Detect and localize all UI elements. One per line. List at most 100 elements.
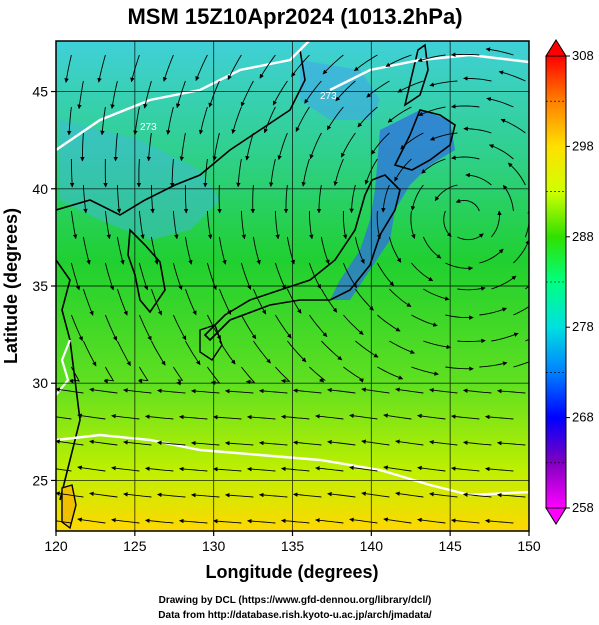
streamline	[274, 262, 286, 290]
coastline-korea	[127, 228, 166, 314]
colorbar-tick-label: 278	[572, 319, 594, 334]
streamline	[429, 80, 458, 87]
streamline	[89, 387, 118, 394]
streamline	[252, 288, 267, 315]
streamline	[89, 439, 118, 446]
streamline	[377, 262, 395, 287]
streamline	[327, 387, 356, 394]
streamline	[56, 468, 72, 472]
streamline	[227, 54, 242, 81]
streamline	[377, 366, 404, 380]
streamline	[157, 388, 186, 394]
streamline	[97, 54, 106, 83]
streamline	[82, 236, 91, 265]
streamline	[245, 132, 254, 161]
streamline	[207, 366, 221, 385]
streamline	[513, 239, 529, 264]
streamline	[179, 132, 186, 162]
x-tick-label: 140	[360, 538, 384, 554]
streamline	[455, 198, 480, 212]
streamline	[213, 466, 242, 472]
streamline	[357, 106, 378, 128]
x-tick-label: 125	[123, 538, 147, 554]
streamline	[301, 158, 310, 187]
streamline	[361, 439, 390, 446]
streamline	[103, 366, 115, 384]
colorbar-tick-label: 298	[572, 138, 594, 153]
streamline	[383, 465, 412, 472]
streamline	[389, 340, 415, 354]
streamline	[343, 366, 364, 383]
streamline	[150, 340, 166, 366]
streamline	[395, 439, 424, 446]
streamline	[241, 366, 256, 385]
streamline	[327, 491, 356, 498]
streamline	[104, 210, 111, 240]
streamline	[366, 80, 390, 98]
streamline	[70, 314, 83, 342]
streamline	[206, 262, 217, 291]
streamline	[451, 414, 480, 420]
y-tick-label: 25	[32, 472, 48, 488]
streamline	[185, 340, 201, 366]
streamline	[463, 440, 492, 446]
streamline	[56, 387, 84, 394]
streamline	[400, 132, 424, 150]
streamline	[212, 132, 220, 161]
streamline	[411, 314, 438, 327]
streamline	[259, 54, 276, 79]
streamline	[293, 440, 322, 446]
streamline	[394, 158, 412, 182]
streamline	[500, 118, 526, 134]
streamline	[100, 106, 106, 136]
streamline	[513, 306, 529, 316]
streamline	[69, 366, 80, 384]
streamline	[123, 440, 152, 446]
streamline	[82, 340, 97, 367]
streamline	[275, 366, 291, 384]
cold-region-korea	[60, 120, 220, 240]
streamline	[173, 366, 184, 386]
streamline	[333, 158, 344, 187]
streamline	[218, 236, 227, 265]
streamline	[274, 210, 280, 240]
streamline	[463, 76, 492, 82]
streamline	[116, 184, 122, 214]
streamline	[342, 262, 357, 288]
streamline	[395, 387, 424, 394]
streamline	[383, 413, 412, 420]
streamline	[308, 262, 322, 289]
colorbar-tick-label: 288	[572, 229, 594, 244]
streamline	[457, 338, 486, 344]
streamline	[136, 158, 142, 188]
streamline	[172, 314, 187, 341]
streamline	[486, 97, 514, 108]
streamline	[451, 518, 480, 524]
streamline	[485, 47, 514, 56]
streamline	[172, 262, 183, 291]
streamline	[143, 80, 152, 109]
streamline	[56, 416, 72, 420]
streamline	[308, 210, 314, 240]
streamline	[166, 106, 174, 135]
streamline	[272, 80, 288, 106]
streamline	[451, 104, 480, 109]
streamline	[479, 248, 504, 264]
streamline	[169, 158, 175, 188]
streamline	[56, 439, 84, 446]
streamline	[146, 132, 152, 162]
cold-region-north-japan	[330, 110, 455, 300]
streamline	[340, 132, 356, 158]
x-axis-ticks: 120 125 130 135 140 145 150	[44, 531, 541, 554]
streamline	[113, 132, 118, 162]
streamline	[191, 492, 220, 498]
streamline	[498, 70, 526, 82]
streamline	[451, 466, 480, 472]
streamline	[250, 184, 256, 214]
streamline	[236, 158, 242, 188]
x-tick-label: 120	[44, 538, 68, 554]
streamline	[465, 172, 492, 186]
colorbar-top-arrow	[545, 39, 567, 57]
streamline	[376, 210, 382, 240]
streamline	[66, 106, 72, 136]
